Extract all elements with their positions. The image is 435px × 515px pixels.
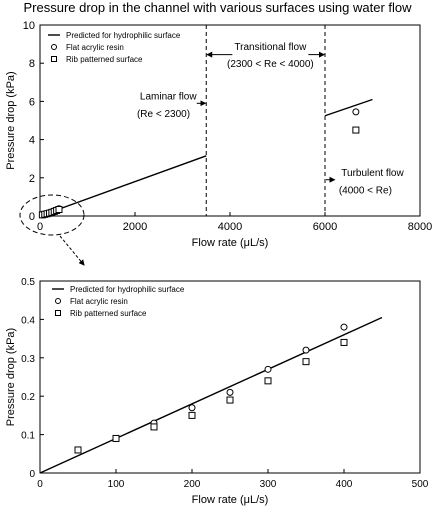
- square-marker-point: [55, 206, 63, 214]
- x-tick-label: 400: [336, 479, 353, 490]
- y-axis-label: Pressure drop (kPa): [5, 71, 17, 169]
- circle-marker-point: [302, 346, 310, 354]
- x-tick-label: 300: [260, 479, 277, 490]
- x-tick-label: 0: [37, 479, 43, 490]
- circle-marker-point: [340, 323, 348, 331]
- zoom-arrow: [59, 235, 85, 266]
- legend-circle-swatch: [51, 44, 57, 50]
- square-marker-point: [352, 126, 360, 134]
- y-tick-label: 4: [29, 135, 35, 147]
- y-axis-label: Pressure drop (kPa): [5, 328, 17, 426]
- y-tick-label: 10: [23, 20, 35, 32]
- y-tick-label: 0: [29, 469, 35, 480]
- annotation-label: (Re < 2300): [137, 109, 190, 120]
- square-marker-point: [112, 434, 120, 442]
- circle-marker-point: [188, 404, 196, 412]
- square-marker-point: [150, 423, 158, 431]
- x-tick-label: 500: [412, 479, 429, 490]
- x-tick-label: 200: [184, 479, 201, 490]
- square-marker-point: [264, 377, 272, 385]
- legend-label: Flat acrylic resin: [70, 297, 128, 306]
- x-tick-label: 2000: [123, 221, 147, 233]
- legend-label: Predicted for hydrophilic surface: [70, 285, 185, 294]
- x-tick-label: 100: [108, 479, 125, 490]
- y-tick-label: 0.2: [21, 392, 35, 403]
- annotation-label: Laminar flow: [140, 92, 197, 103]
- prediction-line: [39, 316, 383, 474]
- square-marker-point: [74, 446, 82, 454]
- legend-square-swatch: [51, 56, 57, 62]
- square-marker-point: [340, 338, 348, 346]
- y-tick-label: 2: [29, 173, 35, 185]
- legend-label: Rib patterned surface: [70, 309, 147, 318]
- x-axis-label: Flow rate (μL/s): [192, 237, 269, 249]
- y-tick-label: 6: [29, 96, 35, 108]
- y-tick-label: 0.1: [21, 431, 35, 442]
- zoom-region-ellipse: [19, 194, 85, 236]
- legend-label: Rib patterned surface: [66, 55, 143, 64]
- annotation-label: Transitional flow: [234, 42, 307, 53]
- circle-marker-point: [264, 365, 272, 373]
- circle-marker-point: [226, 388, 234, 396]
- y-tick-label: 0.3: [21, 354, 35, 365]
- legend-label: Flat acrylic resin: [66, 43, 124, 52]
- prediction-line: [324, 98, 373, 117]
- square-marker-point: [302, 358, 310, 366]
- y-tick-label: 8: [29, 58, 35, 70]
- annotation-label: (4000 < Re): [339, 185, 392, 196]
- x-tick-label: 0: [37, 221, 43, 233]
- prediction-line: [39, 155, 207, 217]
- plot-frame: [39, 280, 421, 474]
- legend-label: Predicted for hydrophilic surface: [66, 31, 181, 40]
- square-marker-point: [188, 411, 196, 419]
- x-tick-label: 8000: [408, 221, 432, 233]
- legend-square-swatch: [55, 310, 61, 316]
- annotation-label: Turbulent flow: [341, 168, 404, 179]
- x-tick-label: 4000: [218, 221, 242, 233]
- y-tick-label: 0: [29, 211, 35, 223]
- x-tick-label: 6000: [313, 221, 337, 233]
- annotation-label: (2300 < Re < 4000): [227, 59, 314, 70]
- circle-marker-point: [352, 108, 360, 116]
- legend-circle-swatch: [55, 298, 61, 304]
- chart-title: Pressure drop in the channel with variou…: [23, 0, 412, 15]
- square-marker-point: [226, 396, 234, 404]
- y-tick-label: 0.5: [21, 277, 35, 288]
- y-tick-label: 0.4: [21, 315, 35, 326]
- x-axis-label: Flow rate (μL/s): [192, 494, 269, 506]
